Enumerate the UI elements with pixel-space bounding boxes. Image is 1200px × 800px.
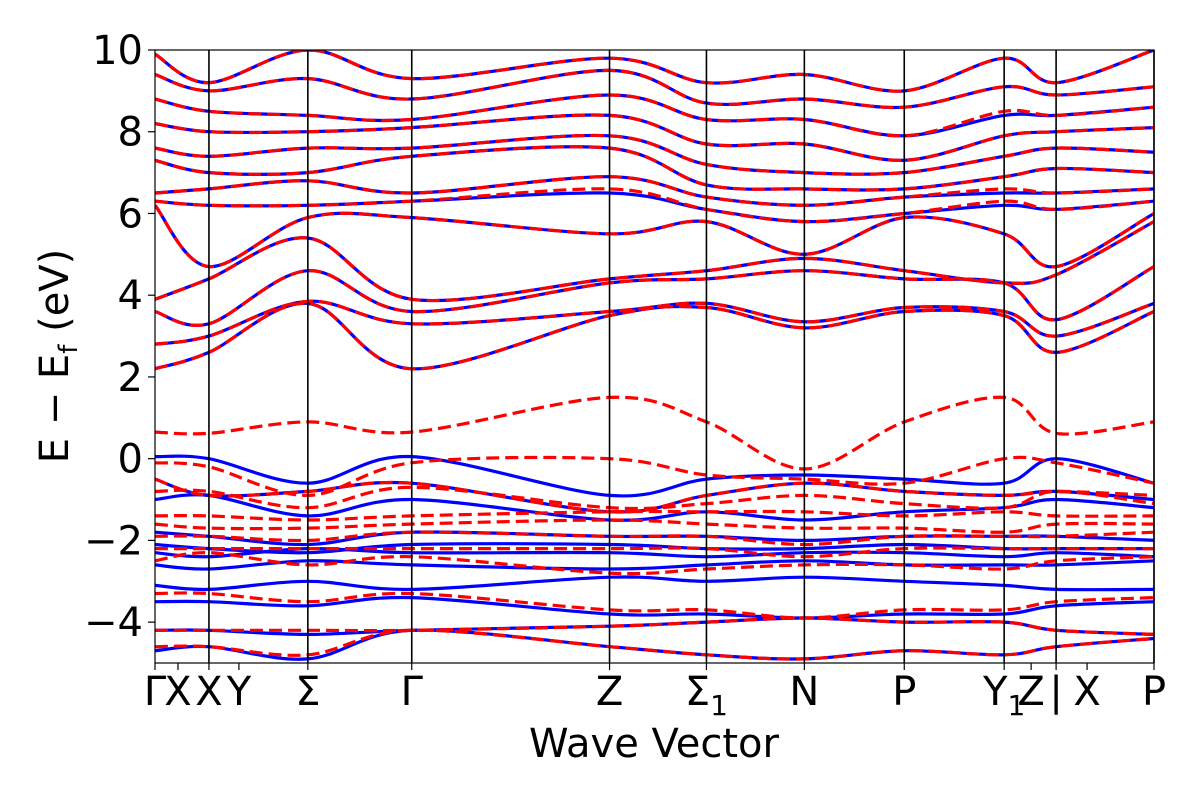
y-tick-label: 6 [118,191,143,237]
band-line [155,551,1154,576]
band-line [155,301,1154,371]
band-line [155,530,1154,547]
band-line [155,485,1154,511]
band-line [155,518,1154,534]
x-tick-label-main: | [1049,669,1062,715]
x-tick-label: Z [596,669,623,715]
x-tick-label-subscript: 1 [710,689,728,722]
x-tick-label-main: Z [596,669,623,715]
x-tick-label-main: Γ [401,669,424,715]
plot-frame [154,49,1155,664]
x-axis-title: Wave Vector [529,721,780,767]
band-line [155,591,1154,620]
band-line [155,175,1154,207]
band-line [155,395,1154,471]
x-tick-label-main: X [164,669,191,715]
x-tick-label: Σ [295,669,320,715]
band-line [155,477,1154,514]
band-line [155,50,1154,93]
x-tick-label: X [1073,669,1100,715]
band-line [155,265,1154,327]
band-line [155,113,1154,162]
x-tick-label: Γ [401,669,424,715]
band-line [155,595,1154,620]
band-line [155,628,1154,661]
x-tick-label: Σ1 [685,669,728,722]
x-tick-label-main: X [1073,669,1100,715]
x-tick-label-main: N [789,669,819,715]
band-line [155,546,1154,559]
y-axis-title-main: E − E [32,354,78,464]
x-tick-label: Y [226,669,252,715]
band-line [155,616,1154,636]
y-axis-title-unit: (eV) [32,249,78,345]
band-line [155,575,1154,592]
band-line [155,455,1154,498]
x-tick-label-main: P [892,669,916,715]
band-line [155,187,1154,224]
y-axis-title-subscript: f [54,344,84,354]
y-tick-label: 2 [118,355,143,401]
x-tick-label-main: Y [226,669,252,715]
x-tick-label: X [195,669,222,715]
band-line [155,509,1154,522]
y-tick-label: 8 [118,110,143,156]
y-tick-label: −4 [84,600,143,646]
x-tick-label: | [1049,669,1062,715]
band-line [155,220,1154,303]
x-tick-label-main: Z [1017,669,1044,715]
x-tick-label: Γ [144,669,167,715]
x-axis: ΓX X Y Σ Γ Z Σ1 N P Y1Z | X P [144,663,1166,722]
x-tick-label: Y1 [982,669,1025,722]
kpoint-boundaries [208,50,1155,663]
bands-layer [155,50,1154,661]
band-line [155,145,1154,192]
band-line [155,93,1154,138]
x-tick-label: Z [1017,669,1044,715]
x-tick-label: N [789,669,819,715]
x-tick-label-main: X [195,669,222,715]
x-tick-label-main: Σ [685,669,710,715]
x-tick-label-main: Y [982,669,1008,715]
band-line [155,454,1154,498]
band-line [155,133,1154,176]
x-tick-label-main: Γ [144,669,167,715]
x-tick-label-main: P [1142,669,1166,715]
y-tick-label: 0 [118,437,143,483]
x-tick-label-main: Σ [295,669,320,715]
band-line [155,559,1154,571]
y-tick-label: 4 [118,273,143,319]
y-tick-label: −2 [84,518,143,564]
x-tick-label-subscript: 1 [1007,689,1025,722]
y-axis: −4 −2 0 2 4 6 8 10 [84,28,155,646]
band-line [155,204,1154,269]
x-tick-label: X [164,669,191,715]
y-axis-title: E − Ef (eV) [32,249,84,464]
x-tick-label: P [892,669,916,715]
y-tick-label: 10 [92,28,143,74]
x-tick-label: P [1142,669,1166,715]
series-red-dashed [155,50,1154,661]
